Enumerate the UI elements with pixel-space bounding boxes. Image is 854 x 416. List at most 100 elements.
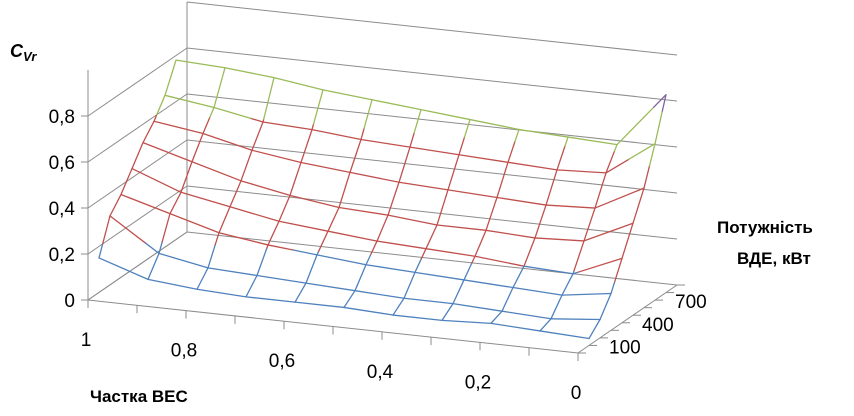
surface-row-segment: [294, 301, 345, 309]
side-wall-gridline-2: [87, 139, 188, 209]
surface-row-segment: [311, 128, 362, 141]
surface-row-segment: [567, 136, 618, 146]
surface-column-segment: [643, 165, 651, 189]
surface-row-segment: [628, 143, 656, 160]
surface-column-segment: [452, 279, 465, 305]
surface-column-segment: [395, 181, 400, 192]
surface-row-segment: [144, 242, 160, 255]
surface-row-segment: [420, 109, 471, 121]
surface-column-segment: [594, 172, 607, 209]
side-wall-gridline-3: [87, 93, 188, 163]
surface-plot: [98, 59, 667, 340]
surface-column-segment: [564, 136, 569, 147]
surface-column-segment: [164, 59, 177, 96]
surface-column-segment: [256, 247, 268, 277]
surface-row-segment: [218, 232, 269, 246]
surface-column-segment: [158, 241, 163, 255]
x-tick-label: 0,8: [171, 341, 197, 362]
y-axis-title-line1: Потужність: [717, 218, 813, 237]
surface-row-segment: [376, 240, 427, 250]
surface-row-segment: [267, 244, 294, 251]
surface-row-segment: [447, 189, 498, 199]
surface-column-segment: [365, 253, 372, 266]
surface-row-segment: [343, 306, 394, 316]
x-tick-label: 0,6: [269, 351, 295, 372]
surface-row-segment: [594, 187, 645, 209]
surface-column-segment: [583, 210, 595, 242]
surface-column-segment: [120, 180, 128, 196]
surface-row-segment: [207, 267, 258, 277]
surface-column-segment: [613, 144, 618, 152]
surface-column-segment: [305, 254, 318, 284]
surface-column-segment: [403, 271, 416, 299]
surface-column-segment: [490, 310, 503, 324]
surface-column-segment: [409, 132, 415, 148]
surface-column-segment: [545, 169, 558, 206]
y-axis-title-line2: ВДЕ, кВт: [737, 249, 811, 268]
surface-row-segment: [273, 77, 324, 91]
surface-column-segment: [338, 186, 347, 209]
surface-row-segment: [518, 128, 569, 138]
x-tick-label: 0: [571, 383, 582, 404]
surface-row-segment: [523, 265, 574, 275]
surface-row-segment: [403, 297, 454, 305]
z-tick-label: 0,6: [49, 153, 75, 174]
surface-column-segment: [180, 179, 187, 193]
y-axis-line: [577, 284, 678, 354]
z-tick-label: 0,8: [49, 107, 75, 128]
surface-row-segment: [153, 120, 204, 135]
surface-row-segment: [452, 302, 503, 312]
surface-column-segment: [661, 94, 667, 112]
surface-column-segment: [413, 109, 422, 134]
surface-column-segment: [156, 94, 166, 116]
surface-row-segment: [469, 118, 520, 131]
surface-column-segment: [632, 187, 645, 224]
surface-row-segment: [180, 191, 231, 208]
surface-column-segment: [370, 240, 378, 256]
surface-column-segment: [556, 145, 566, 171]
surface-column-segment: [474, 229, 487, 257]
back-wall-gridline-1: [186, 185, 678, 240]
surface-row-segment: [229, 206, 280, 222]
surface-row-segment: [109, 215, 146, 244]
surface-column-segment: [109, 193, 122, 217]
surface-column-segment: [251, 121, 264, 151]
surface-row-segment: [175, 59, 226, 69]
surface-row-segment: [245, 296, 296, 303]
surface-column-segment: [184, 161, 193, 181]
surface-column-segment: [349, 138, 362, 174]
surface-row-segment: [147, 278, 198, 290]
surface-row-segment: [409, 146, 460, 156]
surface-column-segment: [293, 161, 302, 185]
surface-column-segment: [398, 146, 411, 183]
surface-row-segment: [155, 179, 182, 193]
surface-row-segment: [349, 171, 400, 183]
surface-column-segment: [191, 132, 204, 163]
surface-column-segment: [363, 99, 373, 129]
chart-walls: [81, 1, 685, 361]
surface-column-segment: [614, 257, 623, 283]
surface-column-segment: [447, 154, 460, 191]
surface-row-segment: [365, 264, 416, 273]
surface-column-segment: [392, 297, 405, 316]
surface-row-segment: [338, 206, 389, 216]
back-wall-gridline-4: [186, 47, 678, 102]
surface-column-segment: [496, 161, 509, 199]
surface-row-segment: [240, 180, 291, 196]
z-axis-title: CVr: [10, 41, 37, 64]
surface-column-segment: [343, 290, 356, 309]
x-tick-label: 0,2: [465, 372, 491, 393]
surface-column-segment: [240, 149, 253, 182]
surface-column-segment: [588, 318, 601, 340]
surface-row-segment: [196, 288, 247, 298]
surface-row-segment: [425, 248, 476, 257]
side-wall-gridline-1: [87, 185, 188, 255]
y-tick-label: 100: [609, 337, 641, 358]
surface-column-segment: [425, 224, 438, 250]
surface-row-segment: [545, 204, 596, 209]
surface-column-segment: [621, 222, 634, 260]
surface-row-segment: [463, 279, 514, 289]
surface-row-segment: [392, 314, 443, 321]
surface-column-segment: [573, 240, 585, 272]
